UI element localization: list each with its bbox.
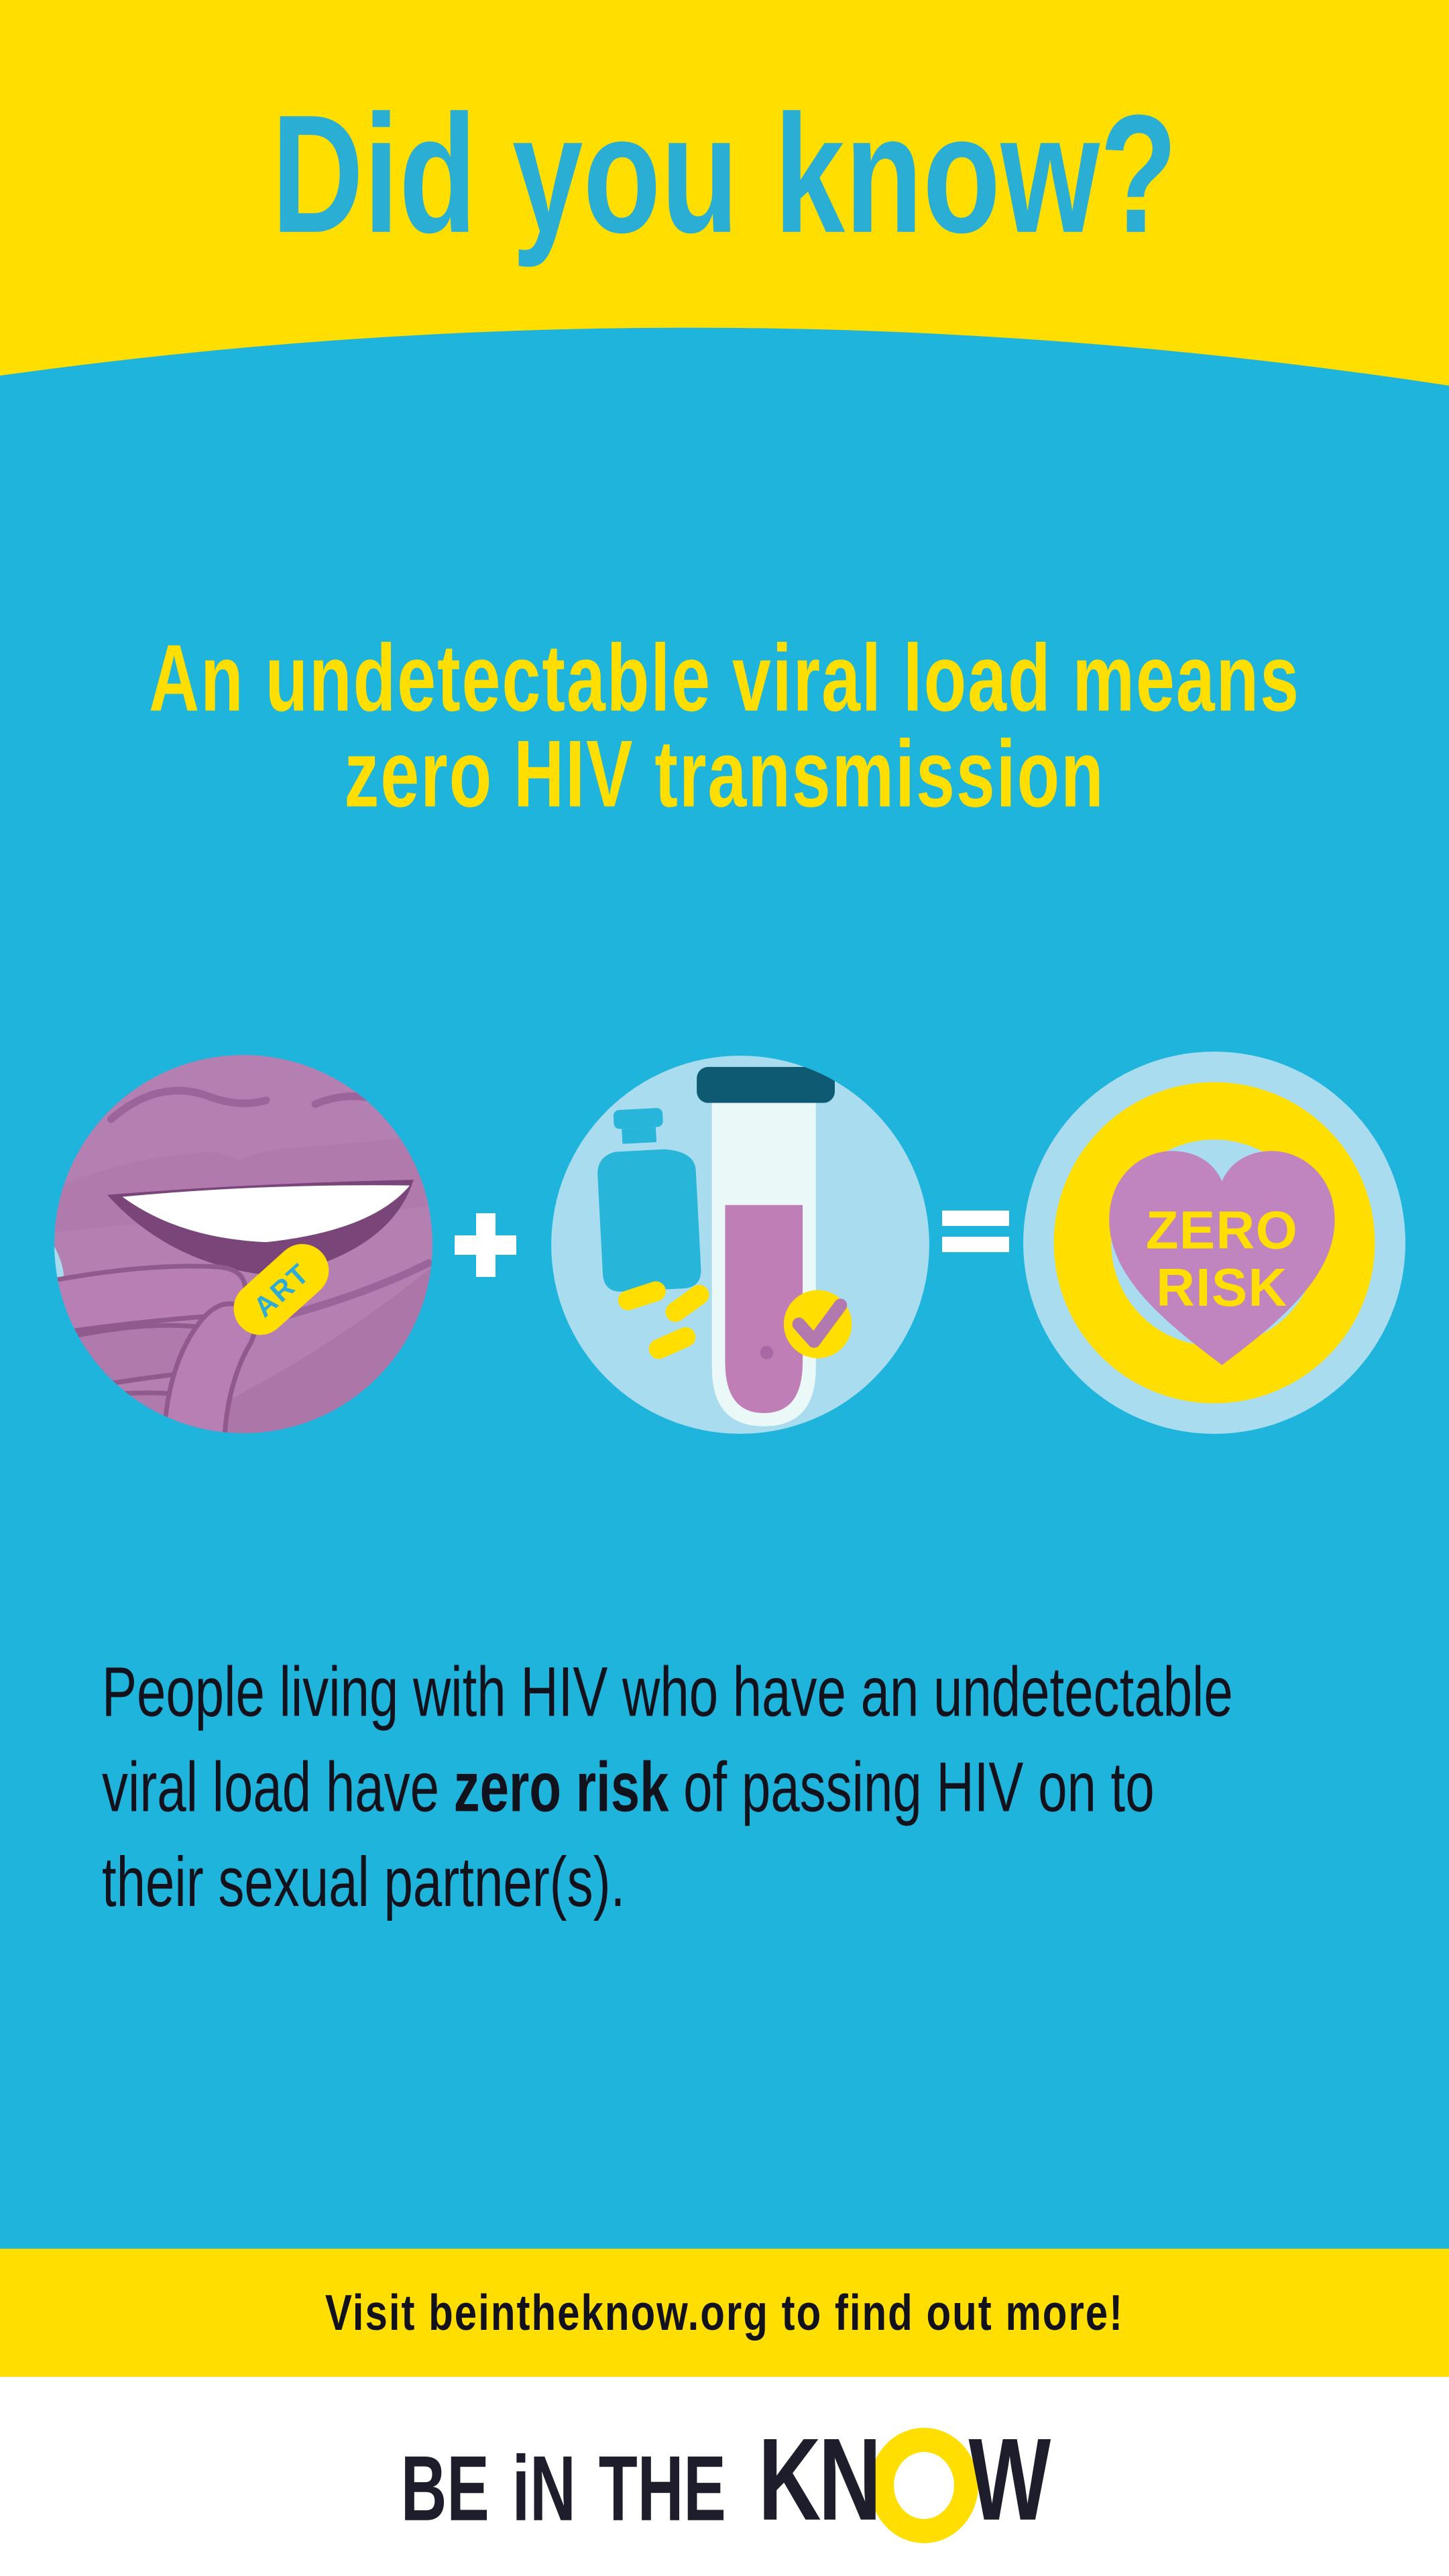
test-tube-icon [697,1066,835,1426]
logo-word-the: THE [598,2437,726,2541]
checkmark-icon [783,1290,852,1359]
plus-icon [455,1213,516,1277]
logo-word-w: W [968,2413,1051,2545]
logo-footer: BE iN THE KN W [0,2377,1449,2576]
page-title: Did you know? [0,40,1449,309]
subtitle-line-1: An undetectable viral load means [149,626,1300,732]
footer-banner: Visit beintheknow.org to find out more! [0,2249,1449,2377]
title-text: Did you know? [271,80,1178,268]
pill-bottle-icon [597,1108,701,1292]
heart-label-line-1: ZERO [1146,1200,1298,1260]
curved-divider [0,327,1449,469]
logo-word-be: BE [400,2437,489,2541]
zero-risk-heart-icon: ZERO RISK [1023,1052,1405,1434]
body-paragraph: People living with HIV who have an undet… [102,1644,1376,1929]
pills-icon [618,1281,709,1359]
logo-word-kn: KN [758,2413,882,2545]
heart-label-line-2: RISK [1156,1257,1287,1317]
mouth-art-pill-icon: ART [54,1055,432,1433]
footer-banner-text: Visit beintheknow.org to find out more! [325,2284,1124,2341]
treatment-test-tube-icon [551,1056,929,1434]
zero-risk-emphasis: zero risk [453,1746,669,1827]
equals-icon [942,1211,1009,1252]
be-in-the-know-logo: BE iN THE KN W [400,2413,1051,2545]
body-line-2: viral load have zero risk of passing HIV… [102,1746,1155,1827]
logo-word-in: iN [512,2437,576,2541]
logo-o-ring-icon [869,2427,978,2543]
subtitle-line-2: zero HIV transmission [344,721,1105,828]
subtitle: An undetectable viral load means zero HI… [0,626,1449,828]
body-line-1: People living with HIV who have an undet… [102,1651,1233,1732]
body-line-3: their sexual partner(s). [102,1842,626,1922]
